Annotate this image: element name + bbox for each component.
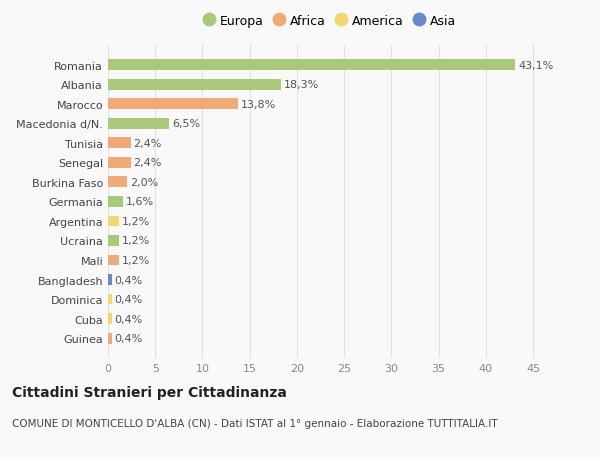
Legend: Europa, Africa, America, Asia: Europa, Africa, America, Asia [200,11,460,32]
Bar [108,216,119,227]
Text: 43,1%: 43,1% [518,61,553,70]
Bar [108,99,238,110]
Text: 2,0%: 2,0% [130,178,158,187]
Text: 1,2%: 1,2% [122,236,151,246]
Bar [108,60,515,71]
Text: 6,5%: 6,5% [172,119,200,129]
Bar [108,79,281,90]
Bar [108,138,131,149]
Bar [108,118,169,129]
Bar [108,274,112,285]
Text: 18,3%: 18,3% [284,80,319,90]
Text: 0,4%: 0,4% [115,314,143,324]
Bar [108,255,119,266]
Text: 0,4%: 0,4% [115,295,143,304]
Text: 0,4%: 0,4% [115,275,143,285]
Text: 2,4%: 2,4% [134,158,162,168]
Text: 1,2%: 1,2% [122,256,151,265]
Text: 0,4%: 0,4% [115,334,143,343]
Bar [108,294,112,305]
Text: 1,2%: 1,2% [122,217,151,226]
Text: 1,6%: 1,6% [126,197,154,207]
Bar [108,333,112,344]
Text: 2,4%: 2,4% [134,139,162,148]
Bar [108,235,119,246]
Bar [108,177,127,188]
Text: 13,8%: 13,8% [241,100,277,109]
Bar [108,196,123,207]
Bar [108,313,112,325]
Text: Cittadini Stranieri per Cittadinanza: Cittadini Stranieri per Cittadinanza [12,386,287,399]
Text: COMUNE DI MONTICELLO D'ALBA (CN) - Dati ISTAT al 1° gennaio - Elaborazione TUTTI: COMUNE DI MONTICELLO D'ALBA (CN) - Dati … [12,418,497,428]
Bar [108,157,131,168]
